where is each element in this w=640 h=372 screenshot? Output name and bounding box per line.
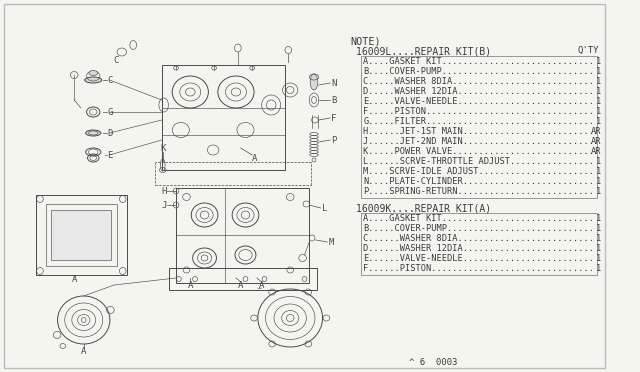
Text: A....GASKET KIT.............................: A....GASKET KIT.........................… xyxy=(364,57,595,66)
Text: 16009L....REPAIR KIT(B): 16009L....REPAIR KIT(B) xyxy=(356,46,491,56)
Text: 1: 1 xyxy=(596,224,602,233)
Text: J......JET-2ND MAIN.........................: J......JET-2ND MAIN.....................… xyxy=(364,137,595,146)
Text: A: A xyxy=(259,280,264,289)
Bar xyxy=(360,56,596,198)
Ellipse shape xyxy=(86,130,101,136)
Bar xyxy=(36,195,127,275)
Text: L......SCRVE-THROTTLE ADJUST................: L......SCRVE-THROTTLE ADJUST............… xyxy=(364,157,595,166)
Text: C: C xyxy=(113,55,119,64)
Text: 1: 1 xyxy=(596,97,602,106)
Text: 1: 1 xyxy=(596,117,602,126)
Text: B.....COVER-PUMP............................: B.....COVER-PUMP........................… xyxy=(364,224,595,233)
Text: 1: 1 xyxy=(596,254,602,263)
Bar xyxy=(170,268,317,290)
Text: J: J xyxy=(161,201,166,209)
Text: 1: 1 xyxy=(596,264,602,273)
Text: D: D xyxy=(108,128,113,138)
Text: D.....WASHER 12DIA..........................: D.....WASHER 12DIA......................… xyxy=(364,87,595,96)
Text: A: A xyxy=(72,276,77,285)
Text: B: B xyxy=(331,96,337,105)
Text: A: A xyxy=(188,280,193,289)
Text: C.....WASHER 8DIA...........................: C.....WASHER 8DIA.......................… xyxy=(364,77,595,86)
Ellipse shape xyxy=(84,77,102,83)
Text: G.....FILTER................................: G.....FILTER............................… xyxy=(364,117,595,126)
Ellipse shape xyxy=(89,71,97,76)
Text: 1: 1 xyxy=(596,167,602,176)
Text: 1: 1 xyxy=(596,87,602,96)
Text: AR: AR xyxy=(591,147,602,156)
Ellipse shape xyxy=(310,74,318,90)
Text: ^ 6  0003: ^ 6 0003 xyxy=(409,358,458,367)
Text: AR: AR xyxy=(591,127,602,136)
Text: E......VALVE-NEEDLE.........................: E......VALVE-NEEDLE.....................… xyxy=(364,254,595,263)
Text: G: G xyxy=(108,108,113,116)
Bar xyxy=(51,210,111,260)
Text: C: C xyxy=(108,76,113,84)
Text: F: F xyxy=(331,113,337,122)
Text: 1: 1 xyxy=(596,177,602,186)
Text: Q'TY: Q'TY xyxy=(578,46,600,55)
Text: L: L xyxy=(322,203,327,212)
Text: 1: 1 xyxy=(596,214,602,223)
Text: 1: 1 xyxy=(596,107,602,116)
Text: H: H xyxy=(161,186,166,196)
Text: H......JET-1ST MAIN.........................: H......JET-1ST MAIN.....................… xyxy=(364,127,595,136)
Text: F.....PISTON................................: F.....PISTON............................… xyxy=(364,107,595,116)
Text: 16009K....REPAIR KIT(A): 16009K....REPAIR KIT(A) xyxy=(356,203,491,213)
Text: 1: 1 xyxy=(596,77,602,86)
Text: AR: AR xyxy=(591,137,602,146)
Bar xyxy=(162,65,285,170)
Text: A: A xyxy=(252,154,257,163)
Bar xyxy=(360,213,596,275)
Text: C......WASHER 8DIA..........................: C......WASHER 8DIA......................… xyxy=(364,234,595,243)
Text: K: K xyxy=(160,144,165,153)
Text: K.....POWER VALVE...........................: K.....POWER VALVE.......................… xyxy=(364,147,595,156)
Text: A: A xyxy=(238,280,243,289)
Text: M: M xyxy=(328,237,333,247)
Text: NOTE): NOTE) xyxy=(350,36,381,46)
Text: B....COVER-PUMP.............................: B....COVER-PUMP.........................… xyxy=(364,67,595,76)
Text: M....SCRVE-IDLE ADJUST......................: M....SCRVE-IDLE ADJUST..................… xyxy=(364,167,595,176)
Text: 1: 1 xyxy=(596,57,602,66)
Text: P: P xyxy=(331,135,337,144)
Text: 1: 1 xyxy=(596,187,602,196)
Text: 1: 1 xyxy=(596,244,602,253)
Text: D......WASHER 12DIA.........................: D......WASHER 12DIA.....................… xyxy=(364,244,595,253)
Bar xyxy=(45,204,117,266)
Text: 1: 1 xyxy=(596,67,602,76)
Text: 1: 1 xyxy=(596,157,602,166)
Text: F......PISTON...............................: F......PISTON...........................… xyxy=(364,264,595,273)
Text: E: E xyxy=(108,151,113,160)
Text: N: N xyxy=(331,78,337,87)
Text: 1: 1 xyxy=(596,234,602,243)
Text: E.....VALVE-NEEDLE..........................: E.....VALVE-NEEDLE......................… xyxy=(364,97,595,106)
Text: A....GASKET KIT.............................: A....GASKET KIT.........................… xyxy=(364,214,595,223)
Bar xyxy=(176,188,309,283)
Text: P....SPRING-RETURN..........................: P....SPRING-RETURN......................… xyxy=(364,187,595,196)
Text: A: A xyxy=(81,347,86,356)
Text: N....PLATE-CYLINDER.........................: N....PLATE-CYLINDER.....................… xyxy=(364,177,595,186)
